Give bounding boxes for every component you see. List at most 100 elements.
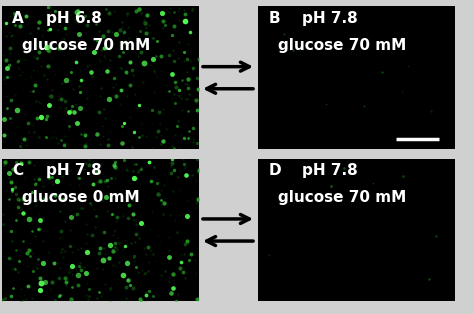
Point [141,18,148,23]
Point [36,288,44,293]
Point [117,65,124,70]
Point [130,259,137,264]
Point [168,96,176,101]
Point [83,22,91,27]
Point [120,157,128,162]
Point [77,268,84,273]
Point [194,157,201,162]
Point [127,240,135,245]
Point [129,286,137,291]
Point [34,257,42,262]
Point [0,221,7,226]
Point [49,135,57,140]
Point [193,76,201,81]
Point [139,9,146,14]
Point [0,138,7,143]
Point [4,66,11,71]
Point [62,282,70,287]
Point [109,85,117,90]
Point [72,59,80,64]
Point [69,284,76,290]
Point [130,162,137,167]
Point [73,121,81,126]
Point [13,124,21,129]
Point [170,91,178,96]
Point [91,168,99,173]
Point [44,47,52,52]
Point [192,98,200,103]
Point [105,47,113,52]
Point [46,48,53,53]
Point [5,176,12,181]
Point [8,33,15,38]
Point [155,57,163,62]
Point [13,59,21,64]
Point [174,56,182,61]
Point [123,11,131,16]
Point [137,49,145,54]
Point [33,68,40,73]
Point [177,137,185,142]
Point [170,24,178,29]
Point [51,71,58,76]
Point [18,298,25,303]
Point [0,163,8,168]
Point [151,71,159,76]
Point [93,38,100,43]
Point [113,246,121,251]
Point [100,229,108,234]
Text: glucose 70 mM: glucose 70 mM [278,38,406,53]
Point [114,204,121,209]
Point [35,41,42,46]
Point [137,165,145,170]
Point [165,278,173,283]
Point [125,278,132,283]
Point [24,120,32,125]
Point [25,248,32,253]
Point [140,61,147,66]
Point [25,217,32,222]
Point [15,158,22,163]
Point [16,143,24,148]
Point [166,6,174,11]
Point [122,280,129,285]
Point [67,215,75,220]
Point [0,132,7,137]
Point [68,263,76,268]
Point [81,130,88,135]
Point [370,180,377,185]
Point [58,36,65,41]
Point [179,269,186,274]
Point [154,176,161,181]
Point [136,295,144,300]
Point [23,251,31,256]
Point [185,133,193,138]
Point [185,128,193,133]
Point [106,58,114,63]
Point [173,79,181,84]
Point [45,28,52,33]
Point [124,168,131,173]
Point [24,264,32,269]
Point [183,238,191,243]
Point [110,8,118,13]
Point [31,83,39,88]
Point [157,53,165,58]
Point [102,46,109,51]
Point [178,253,185,258]
Point [98,85,105,90]
Point [175,6,182,11]
Point [108,176,115,181]
Point [136,269,143,274]
Point [30,176,37,181]
Point [142,133,149,138]
Point [150,68,158,73]
Point [164,52,172,57]
Point [65,259,73,264]
Point [153,38,161,43]
Point [184,109,192,114]
Point [62,105,69,110]
Point [181,136,188,141]
Point [26,88,34,93]
Point [133,106,141,111]
